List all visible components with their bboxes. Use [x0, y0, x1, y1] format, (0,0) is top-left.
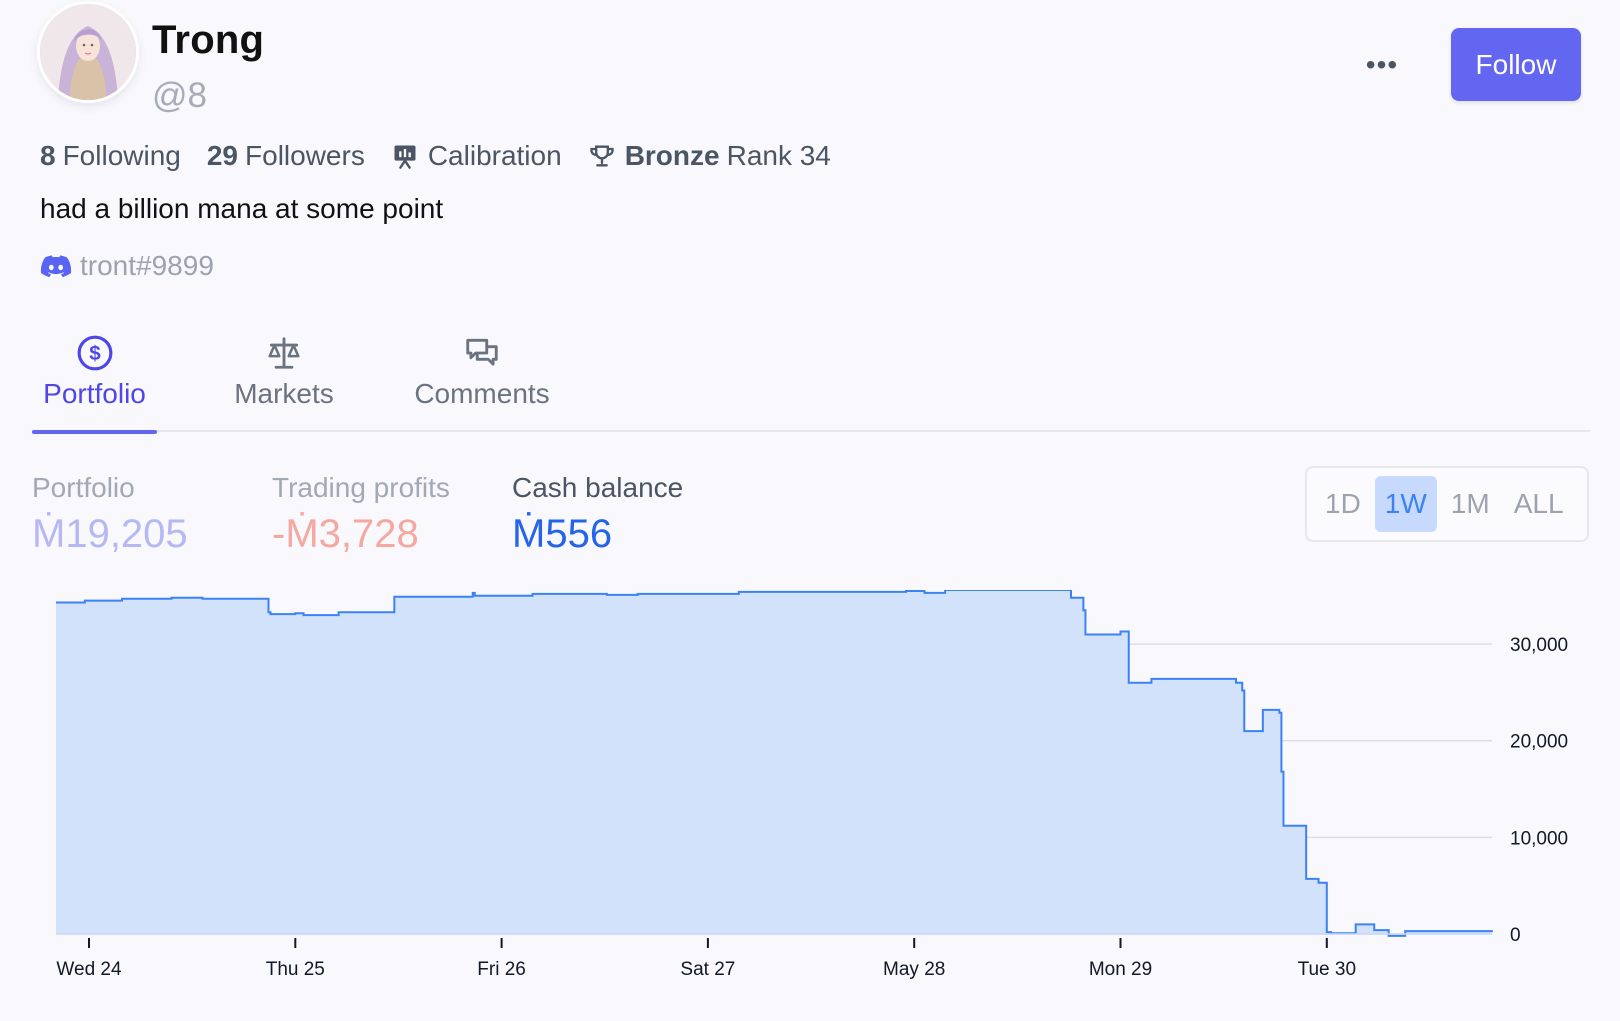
following-label: Following: [62, 140, 181, 171]
more-options-button[interactable]: •••: [1365, 49, 1399, 80]
x-tick-label: Wed 24: [56, 959, 122, 980]
calibration-link[interactable]: Calibration: [391, 140, 562, 172]
x-tick-label: Sat 27: [680, 959, 735, 980]
profile-tabs: $ Portfolio Markets Comments: [32, 330, 1590, 434]
portfolio-metric-label: Portfolio: [32, 472, 135, 503]
y-tick-label: 30,000: [1510, 635, 1568, 656]
league-rank: Rank 34: [726, 140, 831, 171]
tab-comments-label: Comments: [414, 378, 550, 409]
presentation-chart-icon: [394, 145, 416, 169]
avatar[interactable]: [40, 4, 136, 100]
followers-label: Followers: [245, 140, 365, 171]
profile-bio: had a billion mana at some point: [40, 193, 444, 224]
league-link[interactable]: Bronze Rank 34: [588, 140, 831, 172]
following-count: 8: [40, 140, 56, 171]
tab-markets-label: Markets: [234, 378, 334, 409]
y-tick-label: 10,000: [1510, 828, 1568, 849]
profile-name: Trong: [152, 18, 265, 62]
series-line: [55, 590, 1493, 937]
following-link[interactable]: 8 Following: [40, 140, 181, 172]
range-option-1d[interactable]: 1D: [1325, 488, 1361, 519]
league-name: Bronze: [624, 140, 720, 171]
discord-handle[interactable]: tront#9899: [40, 248, 214, 284]
scale-icon: [268, 337, 300, 369]
tab-portfolio-label: Portfolio: [43, 378, 146, 409]
followers-link[interactable]: 29 Followers: [207, 140, 365, 172]
x-tick-label: Tue 30: [1298, 959, 1356, 980]
profile-handle: @8: [152, 76, 207, 115]
trading-profits-value: -Ṁ3,728: [272, 512, 419, 556]
avatar-portrait-icon: [40, 4, 136, 100]
x-tick-label: May 28: [883, 959, 945, 980]
chart-area: [55, 590, 1492, 936]
y-tick-label: 20,000: [1510, 732, 1568, 753]
portfolio-metric-value: Ṁ19,205: [32, 512, 188, 556]
tab-portfolio[interactable]: $ Portfolio: [32, 330, 157, 434]
portfolio-chart[interactable]: 0 10,000 20,000 30,000 Wed 24 Thu 25 Fri 26 Sat…: [0, 590, 1620, 1010]
dollar-circle-icon: $: [77, 335, 112, 371]
time-range-selector: 1D 1W 1M ALL: [1305, 466, 1589, 542]
tab-markets[interactable]: Markets: [229, 330, 339, 432]
chat-bubbles-icon: [466, 338, 498, 366]
followers-count: 29: [206, 140, 239, 171]
cash-balance-metric[interactable]: Cash balance Ṁ556: [512, 472, 683, 557]
cash-balance-value: Ṁ556: [512, 512, 613, 556]
trading-profits-label: Trading profits: [272, 472, 450, 503]
trading-profits-metric[interactable]: Trading profits -Ṁ3,728: [272, 472, 450, 557]
follow-button[interactable]: Follow: [1451, 28, 1581, 101]
y-tick-label: 0: [1510, 925, 1521, 946]
cash-balance-label: Cash balance: [512, 472, 684, 503]
svg-text:$: $: [89, 342, 101, 365]
calibration-label: Calibration: [427, 140, 562, 171]
discord-handle-text: tront#9899: [80, 250, 214, 281]
profile-stats: 8 Following 29 Followers Calibration Bro…: [40, 136, 857, 176]
x-tick-label: Mon 29: [1089, 959, 1152, 980]
tab-comments[interactable]: Comments: [409, 330, 555, 432]
discord-icon: [40, 255, 72, 278]
range-option-1m[interactable]: 1M: [1450, 488, 1490, 519]
portfolio-metric[interactable]: Portfolio Ṁ19,205: [32, 472, 188, 557]
x-tick-label: Fri 26: [477, 959, 526, 980]
range-option-1w[interactable]: 1W: [1374, 476, 1437, 532]
trophy-icon: [590, 145, 614, 167]
x-tick-label: Thu 25: [266, 959, 325, 980]
range-option-all[interactable]: ALL: [1513, 488, 1564, 519]
